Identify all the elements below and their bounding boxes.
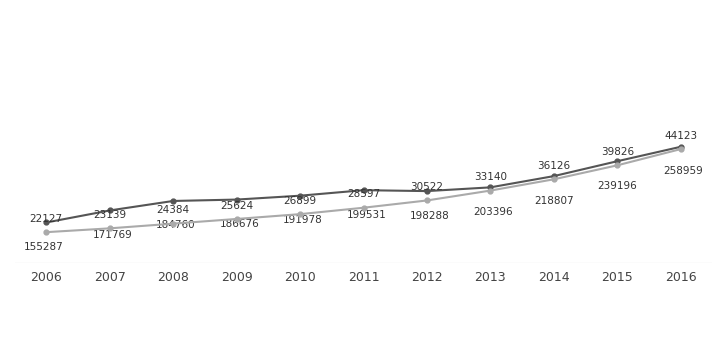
Text: 203396: 203396 [473, 207, 513, 217]
Text: 36126: 36126 [537, 161, 571, 171]
Text: 25624: 25624 [220, 201, 253, 211]
Text: 33140: 33140 [474, 172, 507, 182]
Text: 186676: 186676 [220, 219, 260, 229]
Text: 22127: 22127 [30, 214, 63, 224]
Text: 39826: 39826 [601, 147, 634, 157]
Text: 171769: 171769 [92, 230, 132, 240]
Text: 258959: 258959 [664, 166, 704, 176]
Text: 28597: 28597 [347, 189, 380, 200]
Text: 198288: 198288 [410, 211, 449, 220]
Text: 155287: 155287 [23, 242, 63, 252]
Text: 30522: 30522 [411, 182, 443, 192]
Text: 239196: 239196 [598, 181, 637, 191]
Text: 26899: 26899 [284, 196, 317, 206]
Text: 44123: 44123 [664, 131, 697, 141]
Text: 184760: 184760 [156, 220, 196, 231]
Text: 191978: 191978 [283, 215, 323, 225]
Text: 23139: 23139 [93, 210, 126, 220]
Text: 218807: 218807 [534, 195, 574, 206]
Text: 199531: 199531 [346, 210, 386, 220]
Text: 24384: 24384 [156, 205, 190, 215]
